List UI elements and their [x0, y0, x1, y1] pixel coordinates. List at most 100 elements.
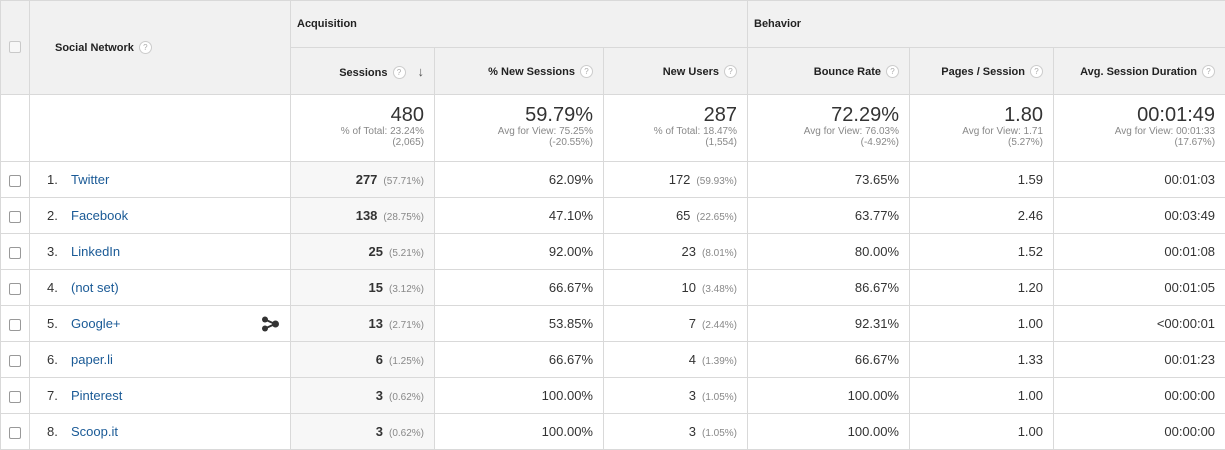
row-checkbox[interactable] — [9, 427, 21, 439]
row-index: 1. — [47, 172, 71, 187]
sessions-percent: (1.25%) — [389, 356, 424, 367]
sessions-value: 25 — [369, 244, 383, 259]
social-network-link[interactable]: Pinterest — [71, 388, 122, 403]
sessions-percent: (3.12%) — [389, 284, 424, 295]
sessions-cell: 15(3.12%) — [291, 270, 435, 306]
sort-descending-icon[interactable]: ↓ — [418, 64, 425, 79]
social-network-link[interactable]: Twitter — [71, 172, 109, 187]
row-index: 3. — [47, 244, 71, 259]
new-users-value: 3 — [689, 388, 696, 403]
pages-per-session-cell: 1.59 — [910, 162, 1054, 198]
acquisition-group-header: Acquisition — [291, 1, 748, 48]
new-users-cell: 3(1.05%) — [604, 378, 748, 414]
table-row: 7.Pinterest 3(0.62%) 100.00% 3(1.05%) 10… — [1, 378, 1225, 414]
social-network-link[interactable]: (not set) — [71, 280, 119, 295]
sessions-value: 277 — [356, 172, 378, 187]
sessions-percent: (57.71%) — [383, 176, 424, 187]
sessions-cell: 13(2.71%) — [291, 306, 435, 342]
row-index: 5. — [47, 316, 71, 331]
row-checkbox[interactable] — [9, 247, 21, 259]
total-new-sessions: 59.79%Avg for View: 75.25%(-20.55%) — [435, 95, 604, 162]
flow-visualization-icon[interactable] — [261, 316, 281, 335]
new-users-percent: (1.39%) — [702, 356, 737, 367]
row-index: 7. — [47, 388, 71, 403]
avg-session-duration-cell: <00:00:01 — [1054, 306, 1225, 342]
new-sessions-cell: 62.09% — [435, 162, 604, 198]
help-icon[interactable]: ? — [1030, 65, 1043, 78]
social-network-cell: 2.Facebook — [30, 198, 291, 234]
row-checkbox[interactable] — [9, 391, 21, 403]
social-network-link[interactable]: paper.li — [71, 352, 113, 367]
column-header-avg-session-duration[interactable]: Avg. Session Duration? — [1054, 48, 1225, 95]
social-network-cell: 8.Scoop.it — [30, 414, 291, 450]
totals-label-cell — [30, 95, 291, 162]
sessions-cell: 277 (57.71%) — [291, 162, 435, 198]
bounce-rate-cell: 66.67% — [748, 342, 910, 378]
dimension-header-label: Social Network — [55, 42, 134, 54]
row-checkbox[interactable] — [9, 175, 21, 187]
avg-session-duration-cell: 00:01:23 — [1054, 342, 1225, 378]
new-users-cell: 172(59.93%) — [604, 162, 748, 198]
help-icon[interactable]: ? — [724, 65, 737, 78]
help-icon[interactable]: ? — [393, 66, 406, 79]
new-sessions-cell: 53.85% — [435, 306, 604, 342]
row-checkbox[interactable] — [9, 355, 21, 367]
column-header-new-users[interactable]: New Users? — [604, 48, 748, 95]
dimension-header[interactable]: Social Network? — [30, 1, 291, 95]
social-network-cell: 5.Google+ — [30, 306, 291, 342]
bounce-rate-cell: 63.77% — [748, 198, 910, 234]
column-header-pages-per-session[interactable]: Pages / Session? — [910, 48, 1054, 95]
social-network-link[interactable]: LinkedIn — [71, 244, 120, 259]
social-network-cell: 4.(not set) — [30, 270, 291, 306]
row-checkbox[interactable] — [9, 319, 21, 331]
social-network-link[interactable]: Google+ — [71, 316, 121, 331]
row-checkbox-cell — [1, 162, 30, 198]
row-checkbox[interactable] — [9, 283, 21, 295]
row-checkbox[interactable] — [9, 211, 21, 223]
pages-per-session-cell: 1.20 — [910, 270, 1054, 306]
new-users-value: 10 — [682, 280, 696, 295]
select-all-checkbox[interactable] — [9, 41, 21, 53]
pages-per-session-cell: 2.46 — [910, 198, 1054, 234]
new-sessions-cell: 66.67% — [435, 270, 604, 306]
new-users-percent: (59.93%) — [696, 176, 737, 187]
help-icon[interactable]: ? — [139, 41, 152, 54]
header-group-row: Social Network? Acquisition Behavior — [1, 1, 1225, 48]
totals-checkbox-cell — [1, 95, 30, 162]
pages-per-session-cell: 1.00 — [910, 414, 1054, 450]
avg-session-duration-cell: 00:00:00 — [1054, 378, 1225, 414]
new-users-cell: 65(22.65%) — [604, 198, 748, 234]
total-sessions: 480% of Total: 23.24%(2,065) — [291, 95, 435, 162]
new-users-value: 4 — [689, 352, 696, 367]
social-network-link[interactable]: Scoop.it — [71, 424, 118, 439]
new-users-cell: 23(8.01%) — [604, 234, 748, 270]
social-network-cell: 6.paper.li — [30, 342, 291, 378]
sessions-value: 3 — [376, 388, 383, 403]
help-icon[interactable]: ? — [1202, 65, 1215, 78]
help-icon[interactable]: ? — [580, 65, 593, 78]
column-header-bounce-rate[interactable]: Bounce Rate? — [748, 48, 910, 95]
new-users-cell: 10(3.48%) — [604, 270, 748, 306]
column-header-sessions[interactable]: Sessions?↓ — [291, 48, 435, 95]
pages-per-session-cell: 1.52 — [910, 234, 1054, 270]
social-network-link[interactable]: Facebook — [71, 208, 128, 223]
new-users-percent: (2.44%) — [702, 320, 737, 331]
total-new-users: 287% of Total: 18.47%(1,554) — [604, 95, 748, 162]
avg-session-duration-cell: 00:01:05 — [1054, 270, 1225, 306]
row-checkbox-cell — [1, 414, 30, 450]
row-checkbox-cell — [1, 342, 30, 378]
row-index: 2. — [47, 208, 71, 223]
table-row: 8.Scoop.it 3(0.62%) 100.00% 3(1.05%) 100… — [1, 414, 1225, 450]
column-header-new-sessions[interactable]: % New Sessions? — [435, 48, 604, 95]
pages-per-session-cell: 1.33 — [910, 342, 1054, 378]
table-row: 1.Twitter 277 (57.71%) 62.09% 172(59.93%)… — [1, 162, 1225, 198]
new-sessions-cell: 92.00% — [435, 234, 604, 270]
new-sessions-cell: 47.10% — [435, 198, 604, 234]
help-icon[interactable]: ? — [886, 65, 899, 78]
new-users-cell: 3(1.05%) — [604, 414, 748, 450]
bounce-rate-cell: 73.65% — [748, 162, 910, 198]
social-network-cell: 1.Twitter — [30, 162, 291, 198]
